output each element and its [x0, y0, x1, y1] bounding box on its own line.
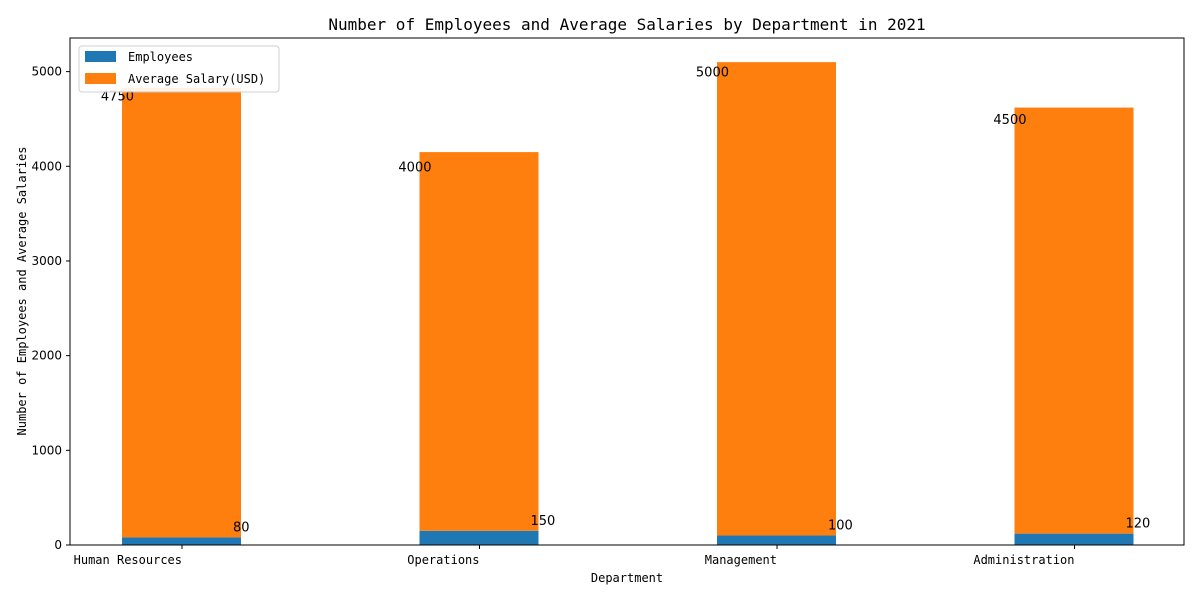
- bar-average-salary-usd-operations: [419, 152, 539, 531]
- bar-average-salary-usd-management: [717, 62, 836, 536]
- data-label-average-salary-usd: 4750: [101, 89, 134, 104]
- bar-average-salary-usd-administration: [1014, 107, 1134, 534]
- data-label-employees: 150: [531, 514, 556, 529]
- bar-employees-operations: [419, 530, 539, 545]
- legend-label-employees: Employees: [128, 50, 193, 64]
- x-tick-label: Human Resources: [74, 553, 182, 567]
- plot-area: 0 1000 2000 3000 4000 5000 Human Resources 80 47…: [31, 62, 1150, 567]
- data-label-employees: 120: [1126, 517, 1151, 532]
- bar-employees-human-resources: [122, 537, 241, 545]
- legend-label-average-salary: Average Salary(USD): [128, 72, 265, 86]
- y-tick-label: 4000: [31, 159, 62, 173]
- y-tick-label: 2000: [31, 349, 62, 363]
- plot-frame: [69, 37, 1185, 546]
- bar-employees-administration: [1014, 533, 1134, 545]
- y-tick-label: 1000: [31, 443, 62, 457]
- y-tick-label: 3000: [31, 254, 62, 268]
- data-label-average-salary-usd: 4500: [993, 113, 1026, 128]
- x-tick-label: Administration: [973, 553, 1074, 567]
- y-axis-label: Number of Employees and Average Salaries: [15, 147, 29, 436]
- chart-title: Number of Employees and Average Salaries…: [328, 15, 925, 34]
- legend-swatch-employees: [85, 51, 116, 62]
- data-label-employees: 100: [828, 519, 853, 534]
- data-label-employees: 80: [233, 520, 250, 535]
- legend-frame: [78, 45, 280, 93]
- data-label-average-salary-usd: 4000: [398, 160, 431, 175]
- legend: Employees Average Salary(USD): [78, 45, 280, 93]
- x-tick-label: Management: [705, 553, 777, 567]
- legend-swatch-average-salary: [85, 73, 116, 84]
- x-axis-label: Department: [591, 571, 663, 585]
- data-label-average-salary-usd: 5000: [696, 66, 729, 81]
- x-tick-label: Operations: [407, 553, 479, 567]
- y-tick-label: 0: [54, 538, 62, 552]
- bar-average-salary-usd-human-resources: [122, 87, 241, 538]
- bar-employees-management: [717, 535, 836, 545]
- y-tick-label: 5000: [31, 65, 62, 79]
